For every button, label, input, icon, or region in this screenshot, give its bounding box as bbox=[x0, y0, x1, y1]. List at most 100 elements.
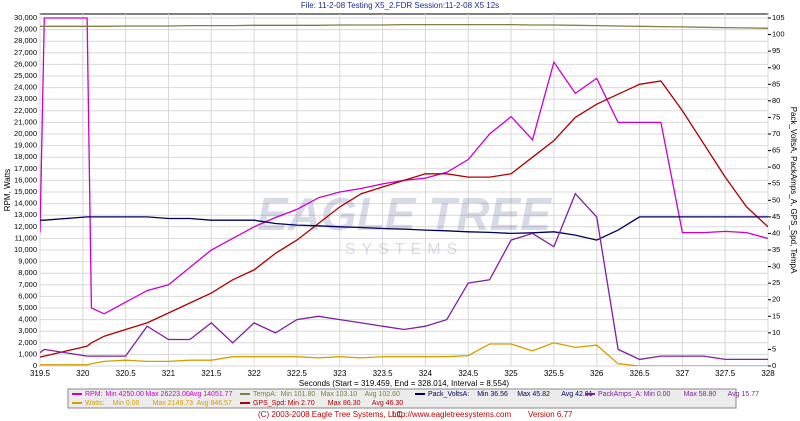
legend-stat: Min 0.00 bbox=[644, 391, 671, 398]
legend-label: PackAmps_A: bbox=[598, 391, 642, 398]
y-tick-label: 11,000 bbox=[15, 233, 37, 242]
legend-stat: Max 45.82 bbox=[517, 391, 550, 398]
footer: Version 6.77 bbox=[528, 410, 573, 419]
y2-tick-label: 35 bbox=[772, 245, 780, 254]
x-tick-label: 327.5 bbox=[715, 369, 736, 378]
y-tick-label: 0 bbox=[33, 361, 37, 370]
y2-tick-label: 85 bbox=[772, 79, 780, 88]
y2-tick-label: 105 bbox=[772, 13, 785, 22]
legend-stat: Min 2.70 bbox=[288, 400, 315, 407]
x-tick-label: 320 bbox=[76, 369, 90, 378]
y-tick-label: 19,000 bbox=[14, 141, 37, 150]
series-line bbox=[40, 80, 768, 358]
legend-stat: Avg 15.77 bbox=[728, 391, 760, 398]
y2-tick-label: 50 bbox=[772, 195, 780, 204]
x-tick-label: 326.5 bbox=[630, 369, 651, 378]
y-tick-label: 12,000 bbox=[14, 222, 37, 231]
watermark: SYSTEMS bbox=[345, 241, 463, 258]
y-tick-label: 21,000 bbox=[14, 117, 37, 126]
y2-axis-label: Pack_VoltsA, PackAmps_A, GPS_Spd, TempA bbox=[789, 107, 798, 274]
x-tick-label: 323 bbox=[333, 369, 347, 378]
series-line bbox=[40, 23, 768, 29]
legend-stat: Max 26223.00 bbox=[145, 391, 189, 398]
y-tick-label: 24,000 bbox=[14, 83, 37, 92]
x-tick-label: 321.5 bbox=[201, 369, 222, 378]
series-line bbox=[40, 216, 768, 241]
y-tick-label: 1,000 bbox=[18, 349, 37, 358]
y-tick-label: 25,000 bbox=[14, 71, 37, 80]
y-axis-label: RPM, Watts bbox=[3, 169, 12, 211]
legend-stat: Avg 14051.77 bbox=[189, 391, 232, 398]
y2-tick-label: 45 bbox=[772, 212, 780, 221]
x-tick-label: 326 bbox=[590, 369, 604, 378]
legend-label: RPM: bbox=[85, 391, 103, 398]
y2-tick-label: 20 bbox=[772, 295, 780, 304]
y2-tick-label: 25 bbox=[772, 278, 780, 287]
y2-tick-label: 0 bbox=[772, 361, 776, 370]
x-tick-label: 327 bbox=[676, 369, 690, 378]
y-tick-label: 9,000 bbox=[18, 257, 37, 266]
series-line bbox=[40, 342, 768, 366]
y2-tick-label: 100 bbox=[772, 30, 785, 39]
x-tick-label: 328 bbox=[761, 369, 775, 378]
y-tick-label: 15,000 bbox=[14, 187, 37, 196]
legend-stat: Avg 42.81 bbox=[561, 391, 593, 398]
y2-tick-label: 40 bbox=[772, 228, 780, 237]
y2-tick-label: 5 bbox=[772, 344, 776, 353]
legend-stat: Min 4250.00 bbox=[105, 391, 144, 398]
legend-stat: Min 0.00 bbox=[113, 400, 140, 407]
y-tick-label: 4,000 bbox=[18, 315, 37, 324]
y-tick-label: 17,000 bbox=[14, 164, 37, 173]
y-tick-label: 5,000 bbox=[18, 303, 37, 312]
footer: http://www.eagletreesystems.com bbox=[392, 410, 511, 419]
y-tick-label: 13,000 bbox=[14, 210, 37, 219]
y-tick-label: 2,000 bbox=[18, 338, 37, 347]
y-tick-label: 26,000 bbox=[14, 59, 37, 68]
legend-stat: Min 101.80 bbox=[281, 391, 316, 398]
y-tick-label: 30,000 bbox=[14, 13, 37, 22]
legend-stat: Min 36.56 bbox=[477, 391, 508, 398]
y-tick-label: 7,000 bbox=[18, 280, 37, 289]
y2-tick-label: 95 bbox=[772, 46, 780, 55]
y2-tick-label: 55 bbox=[772, 179, 780, 188]
chart-title: File: 11-2-08 Testing X5_2.FDR Session:1… bbox=[301, 1, 499, 10]
y2-tick-label: 65 bbox=[772, 146, 780, 155]
x-tick-label: 324.5 bbox=[458, 369, 479, 378]
plot-area bbox=[39, 13, 769, 367]
legend-label: GPS_Spd: bbox=[253, 400, 286, 407]
y-tick-label: 29,000 bbox=[14, 25, 37, 34]
y-tick-label: 28,000 bbox=[14, 36, 37, 45]
y-tick-label: 8,000 bbox=[18, 268, 37, 277]
y2-tick-label: 10 bbox=[772, 328, 780, 337]
x-tick-label: 325 bbox=[504, 369, 518, 378]
x-tick-label: 319.5 bbox=[30, 369, 51, 378]
x-tick-label: 324 bbox=[419, 369, 433, 378]
y-tick-label: 10,000 bbox=[14, 245, 37, 254]
y2-tick-label: 30 bbox=[772, 262, 780, 271]
y2-tick-label: 90 bbox=[772, 63, 780, 72]
legend bbox=[67, 388, 737, 409]
legend-label: Pack_VoltsA: bbox=[428, 391, 469, 398]
y2-tick-label: 80 bbox=[772, 96, 780, 105]
x-tick-label: 325.5 bbox=[544, 369, 565, 378]
y-tick-label: 20,000 bbox=[14, 129, 37, 138]
legend-stat: Max 103.10 bbox=[321, 391, 358, 398]
y2-tick-label: 60 bbox=[772, 162, 780, 171]
y-tick-label: 16,000 bbox=[14, 175, 37, 184]
x-tick-label: 320.5 bbox=[116, 369, 137, 378]
series-line bbox=[40, 192, 768, 361]
legend-stat: Max 58.80 bbox=[684, 391, 717, 398]
y-tick-label: 14,000 bbox=[14, 199, 37, 208]
x-tick-label: 322.5 bbox=[287, 369, 308, 378]
y-tick-label: 23,000 bbox=[14, 94, 37, 103]
y-tick-label: 3,000 bbox=[18, 326, 37, 335]
y2-tick-label: 15 bbox=[772, 311, 780, 320]
legend-stat: Max 86.30 bbox=[328, 400, 361, 407]
legend-stat: Max 2149.73 bbox=[153, 400, 194, 407]
y-tick-label: 6,000 bbox=[18, 291, 37, 300]
legend-label: Watts: bbox=[85, 400, 105, 407]
legend-stat: Avg 846.57 bbox=[197, 400, 232, 407]
x-tick-label: 323.5 bbox=[373, 369, 394, 378]
y-tick-label: 22,000 bbox=[14, 106, 37, 115]
